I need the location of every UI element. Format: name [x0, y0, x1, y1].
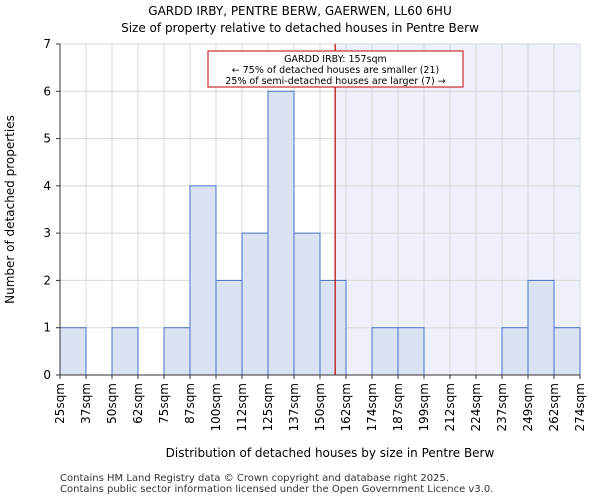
y-tick-label: 5 — [43, 132, 51, 146]
x-tick-label: 212sqm — [443, 383, 457, 431]
x-tick-label: 87sqm — [183, 383, 197, 424]
annotation-text: GARDD IRBY: 157sqm — [284, 54, 387, 65]
x-tick-label: 150sqm — [313, 383, 327, 431]
x-tick-label: 262sqm — [547, 383, 561, 431]
x-tick-label: 37sqm — [79, 383, 93, 424]
x-tick-label: 187sqm — [391, 383, 405, 431]
x-tick-label: 75sqm — [157, 383, 171, 424]
histogram-bar — [215, 279, 243, 376]
chart-title: GARDD IRBY, PENTRE BERW, GAERWEN, LL60 6… — [148, 4, 452, 18]
histogram-bar — [371, 327, 399, 376]
x-tick-label: 249sqm — [521, 383, 535, 431]
histogram-bar — [501, 327, 529, 376]
annotation-box — [207, 50, 464, 88]
histogram-bar — [241, 232, 269, 376]
y-tick-label: 3 — [43, 226, 51, 240]
x-tick-label: 100sqm — [209, 383, 223, 431]
y-tick-label: 0 — [43, 368, 51, 382]
histogram-bar — [267, 90, 295, 376]
histogram-bar — [163, 327, 191, 376]
footer-licence: Contains public sector information licen… — [60, 484, 494, 495]
x-tick-label: 112sqm — [235, 383, 249, 431]
y-axis-label: Number of detached properties — [3, 115, 17, 304]
y-tick-label: 6 — [43, 84, 51, 98]
histogram-chart: 0 1 2 3 4 5 6 7 25sqm 37sqm 50sqm 62sqm 75sqm 87sqm 10… — [3, 37, 587, 460]
x-tick-label: 199sqm — [417, 383, 431, 431]
histogram-bar — [527, 279, 555, 376]
histogram-bar — [293, 232, 321, 376]
histogram-bar — [319, 279, 347, 376]
x-tick-label: 162sqm — [339, 383, 353, 431]
x-tick-label: 174sqm — [365, 383, 379, 431]
annotation-text: ← 75% of detached houses are smaller (21… — [232, 65, 439, 76]
footer-copyright: Contains HM Land Registry data © Crown c… — [60, 473, 449, 484]
y-tick-label: 2 — [43, 273, 51, 287]
histogram-bar — [397, 327, 425, 376]
histogram-bar — [59, 327, 87, 376]
x-tick-label: 25sqm — [53, 383, 67, 424]
histogram-bar — [553, 327, 581, 376]
x-tick-label: 274sqm — [573, 383, 587, 431]
x-tick-label: 224sqm — [469, 383, 483, 431]
y-tick-label: 4 — [43, 179, 51, 193]
x-tick-label: 237sqm — [495, 383, 509, 431]
x-tick-label: 50sqm — [105, 383, 119, 424]
y-tick-label: 1 — [43, 321, 51, 335]
x-axis-label: Distribution of detached houses by size … — [166, 446, 495, 460]
annotation-text: 25% of semi-detached houses are larger (… — [225, 76, 445, 87]
x-tick-label: 125sqm — [261, 383, 275, 431]
y-tick-label: 7 — [43, 37, 51, 51]
chart-subtitle: Size of property relative to detached ho… — [121, 21, 479, 35]
histogram-bar — [111, 327, 139, 376]
x-tick-label: 62sqm — [131, 383, 145, 424]
histogram-bar — [189, 185, 217, 376]
x-tick-label: 137sqm — [287, 383, 301, 431]
